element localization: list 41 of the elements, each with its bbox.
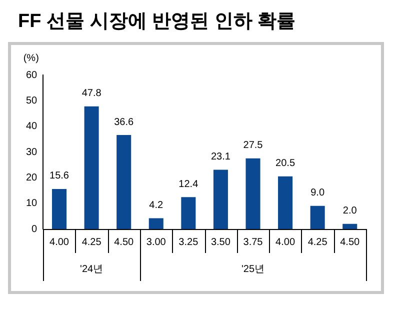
data-label: 47.8: [82, 88, 102, 100]
bar: [52, 188, 67, 229]
data-label: 27.5: [243, 140, 264, 152]
y-tick-label: 10: [26, 198, 38, 210]
bar: [246, 158, 260, 229]
data-label: 12.4: [178, 178, 199, 190]
bar: [116, 135, 132, 229]
x-tick-label: 4.50: [340, 236, 360, 248]
y-tick-label: 60: [26, 70, 38, 81]
bar: [84, 106, 99, 229]
data-label: 15.6: [50, 170, 70, 182]
bar: [342, 224, 358, 229]
x-tick-label: 4.50: [114, 236, 134, 248]
x-tick-label: 4.00: [50, 236, 70, 248]
data-label: 4.2: [149, 200, 164, 211]
data-label: 36.6: [114, 116, 134, 128]
x-tick-label: 3.00: [146, 236, 166, 248]
y-tick-label: 50: [26, 95, 38, 106]
x-tick-label: 3.25: [178, 236, 199, 248]
chart-title: FF 선물 시장에 반영된 인하 확률: [18, 10, 297, 34]
x-tick-label: 4.25: [82, 236, 102, 248]
bar: [181, 197, 196, 229]
y-tick-label: 40: [26, 121, 38, 132]
y-tick-label: 20: [26, 172, 38, 184]
bar: [148, 218, 164, 229]
bar: [278, 176, 293, 229]
x-tick-label: 3.75: [243, 236, 264, 248]
x-tick-label: 4.25: [308, 236, 328, 248]
y-axis-title: (%): [23, 52, 39, 64]
x-tick-label: 3.50: [210, 236, 231, 248]
bar: [310, 206, 325, 229]
text: '24년: [80, 264, 104, 275]
bar: [213, 170, 228, 229]
y-tick-label: 30: [26, 146, 38, 158]
data-label: 20.5: [276, 158, 296, 170]
data-label: 23.1: [210, 151, 231, 162]
data-label: 9.0: [310, 188, 325, 199]
data-label: 2.0: [342, 206, 358, 217]
x-tick-label: 4.00: [276, 236, 296, 248]
text: '25년: [241, 264, 265, 275]
y-tick-label: 0: [32, 224, 38, 235]
